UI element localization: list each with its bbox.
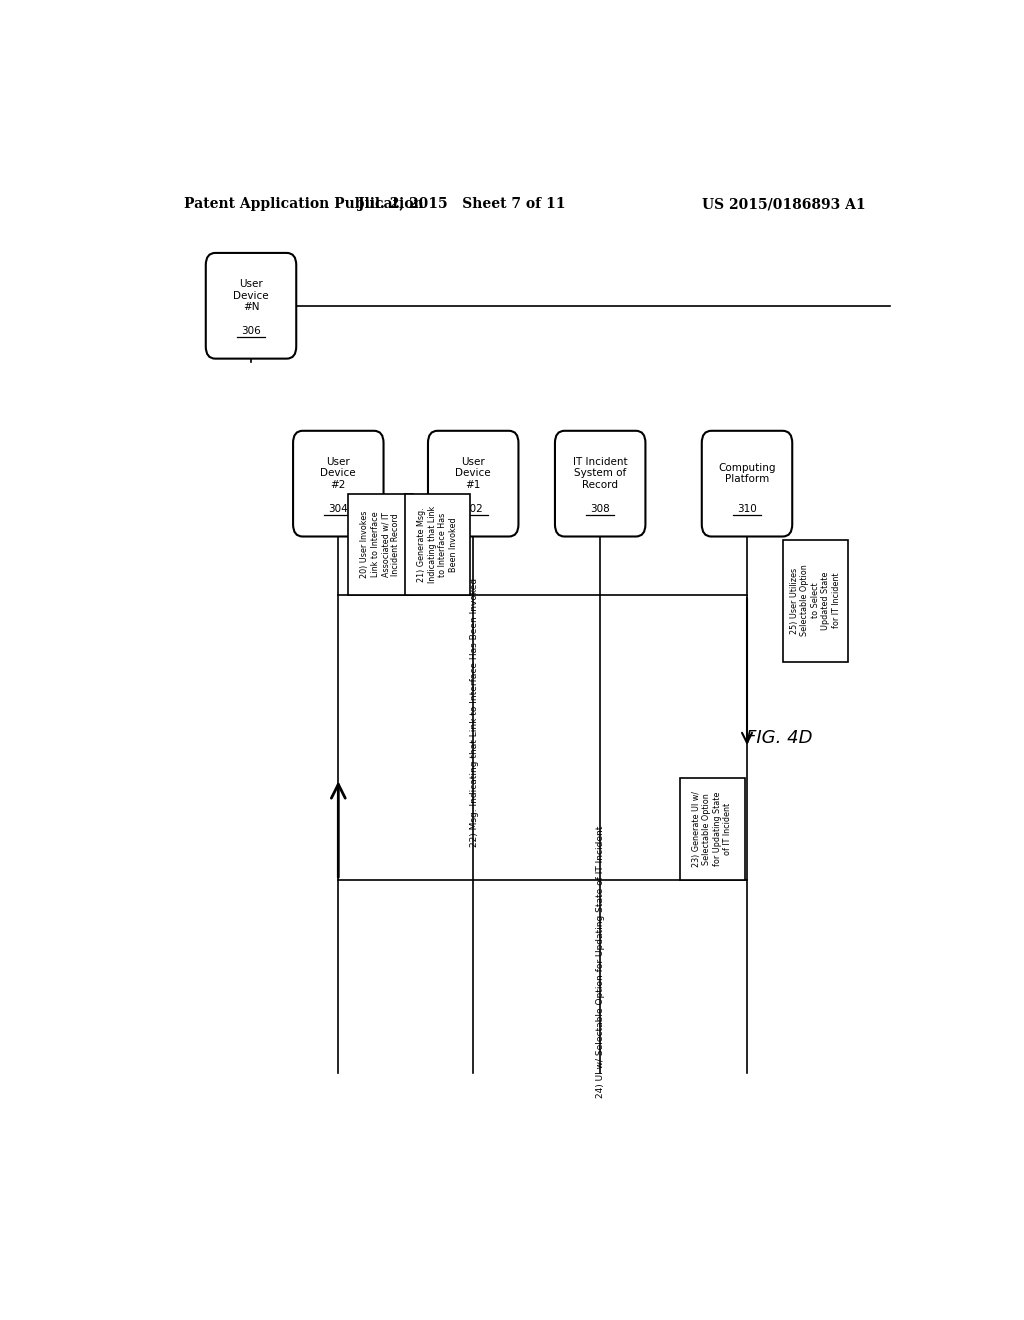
- Text: 306: 306: [241, 326, 261, 337]
- Text: 23) Generate UI w/
Selectable Option
for Updating State
of IT Incident: 23) Generate UI w/ Selectable Option for…: [692, 791, 732, 867]
- FancyBboxPatch shape: [701, 430, 793, 536]
- Text: User
Device
#2: User Device #2: [321, 457, 356, 490]
- Text: Patent Application Publication: Patent Application Publication: [183, 197, 423, 211]
- Text: 308: 308: [590, 504, 610, 513]
- FancyBboxPatch shape: [782, 540, 848, 661]
- Text: Computing
Platform: Computing Platform: [718, 463, 776, 484]
- FancyBboxPatch shape: [206, 253, 296, 359]
- FancyBboxPatch shape: [293, 430, 384, 536]
- FancyBboxPatch shape: [404, 494, 470, 595]
- Text: FIG. 4D: FIG. 4D: [745, 729, 812, 747]
- Text: 21) Generate Msg.
Indicating that Link
to Interface Has
Been Invoked: 21) Generate Msg. Indicating that Link t…: [418, 506, 458, 583]
- Text: 20) User Invokes
Link to Interface
Associated w/ IT
Incident Record: 20) User Invokes Link to Interface Assoc…: [360, 511, 400, 578]
- Text: Jul. 2, 2015   Sheet 7 of 11: Jul. 2, 2015 Sheet 7 of 11: [357, 197, 565, 211]
- FancyBboxPatch shape: [428, 430, 518, 536]
- FancyBboxPatch shape: [680, 779, 744, 880]
- Text: User
Device
#1: User Device #1: [456, 457, 492, 490]
- Text: 24) UI w/ Selectable Option for Updating State of IT Incident: 24) UI w/ Selectable Option for Updating…: [597, 825, 605, 1097]
- Text: 302: 302: [463, 504, 483, 513]
- FancyBboxPatch shape: [348, 494, 413, 595]
- Text: 310: 310: [737, 504, 757, 513]
- Text: 25) User Utilizes
Selectable Option
to Select
Updated State
for IT Incident: 25) User Utilizes Selectable Option to S…: [790, 565, 841, 636]
- Text: 304: 304: [329, 504, 348, 513]
- Text: US 2015/0186893 A1: US 2015/0186893 A1: [702, 197, 866, 211]
- Text: User
Device
#N: User Device #N: [233, 279, 269, 313]
- FancyBboxPatch shape: [555, 430, 645, 536]
- Text: IT Incident
System of
Record: IT Incident System of Record: [572, 457, 628, 490]
- Text: 22) Msg. Indicating that Link to Interface Has Been Invoked: 22) Msg. Indicating that Link to Interfa…: [470, 578, 478, 847]
